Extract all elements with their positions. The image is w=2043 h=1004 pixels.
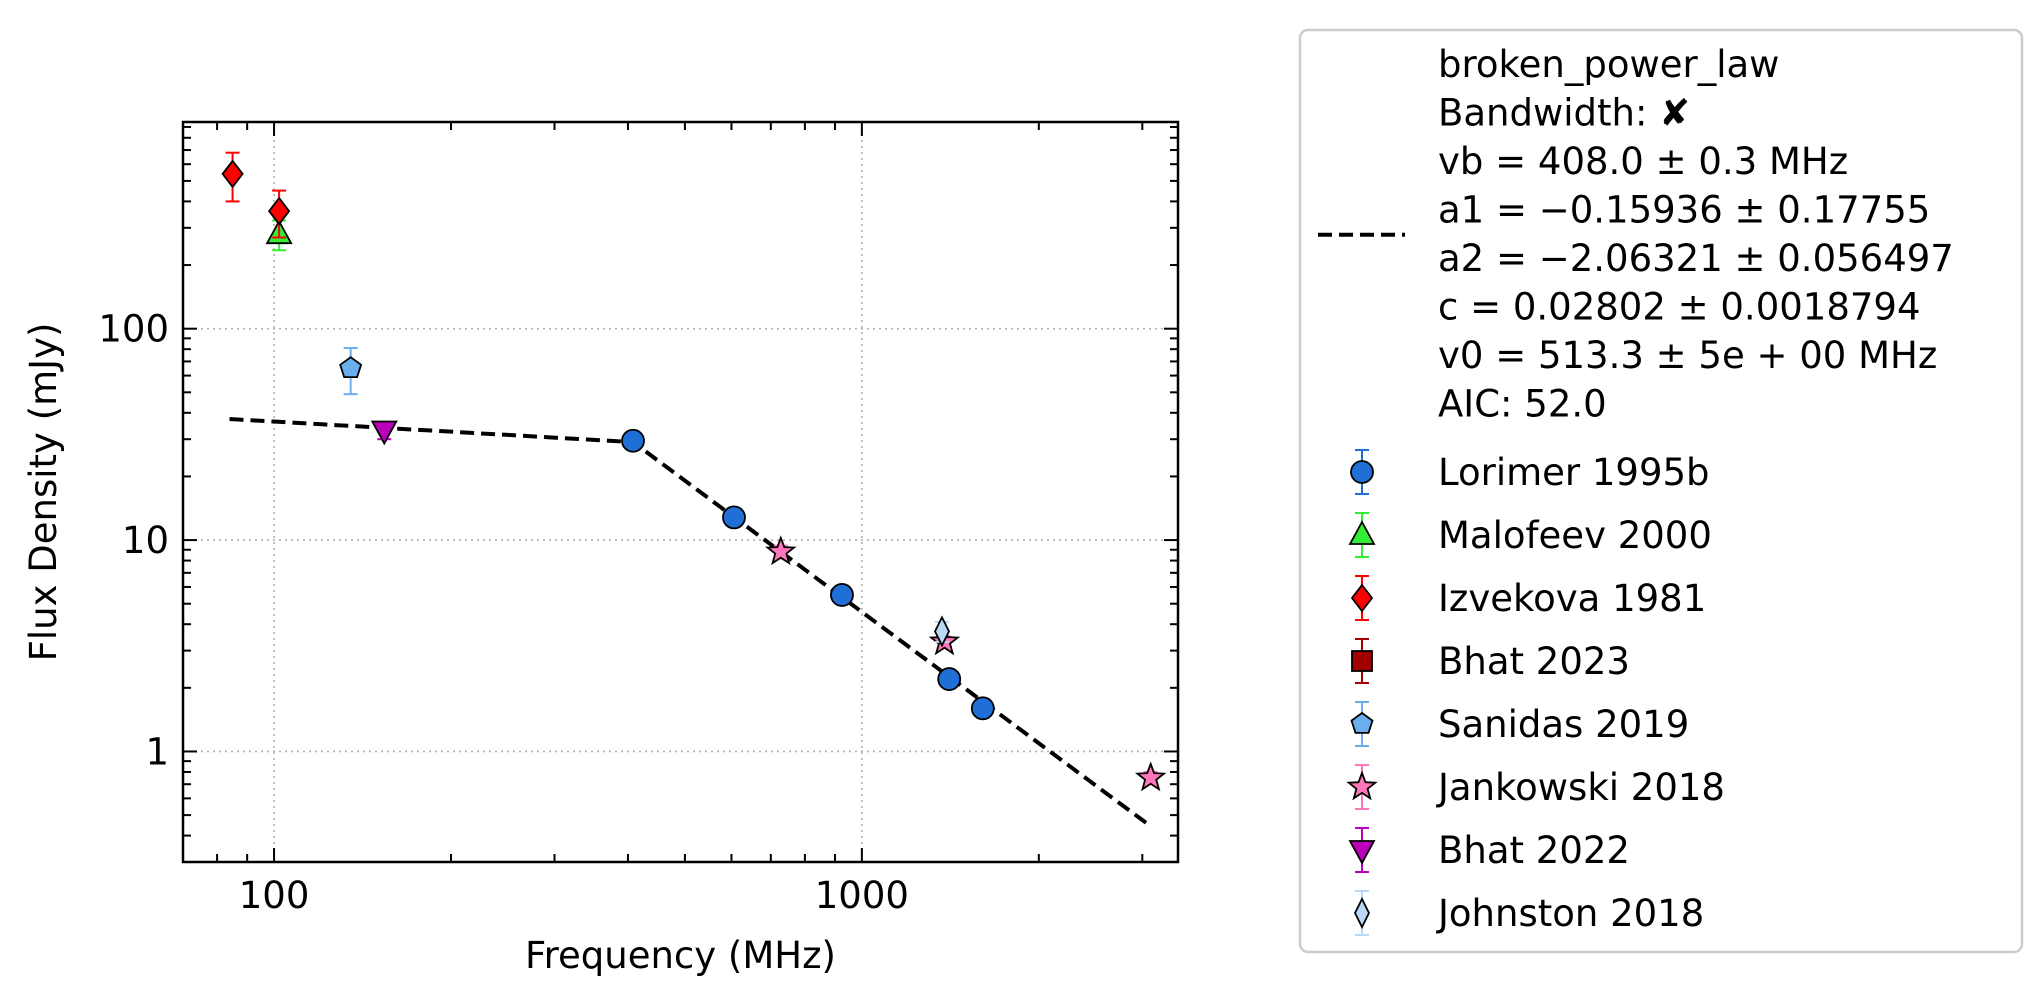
- legend-label: Bhat 2023: [1438, 640, 1630, 683]
- legend-fit-text: a1 = −0.15936 ± 0.17755: [1438, 189, 1930, 232]
- legend-label: Jankowski 2018: [1436, 766, 1725, 809]
- y-tick-label: 1: [145, 730, 169, 773]
- legend-fit-text: Bandwidth: ✘: [1438, 92, 1690, 135]
- legend-label: Lorimer 1995b: [1438, 451, 1710, 494]
- data-point: [621, 428, 645, 453]
- series-johnston-2018: [933, 615, 951, 648]
- series-sanidas-2019: [339, 347, 363, 396]
- plot-area: [221, 151, 1167, 828]
- y-tick-label: 10: [122, 519, 169, 562]
- data-point: [830, 583, 854, 607]
- legend-label: Malofeev 2000: [1438, 514, 1712, 557]
- series-lorimer-1995b: [621, 428, 995, 721]
- legend-fit-text: v0 = 513.3 ± 5e + 00 MHz: [1438, 334, 1937, 377]
- data-point: [933, 615, 951, 648]
- legend-fit-text: a2 = −2.06321 ± 0.056497: [1438, 237, 1954, 280]
- data-point: [937, 667, 962, 691]
- data-point: [765, 535, 797, 566]
- data-point: [970, 696, 995, 721]
- legend-marker: [1350, 583, 1374, 613]
- series-bhat-2022: [370, 420, 398, 446]
- legend-label: Bhat 2022: [1438, 829, 1630, 872]
- y-tick-label: 100: [98, 308, 169, 351]
- x-axis-label: Frequency (MHz): [525, 934, 836, 977]
- axis-tick-labels: 100 1000 1 10 100: [98, 308, 909, 917]
- series-izvekova-1981: [221, 151, 291, 239]
- legend-box: [1298, 28, 2024, 954]
- legend-fit-text: AIC: 52.0: [1438, 383, 1607, 426]
- data-point: [722, 505, 746, 530]
- legend-marker: [1350, 711, 1374, 734]
- legend-marker: [1353, 896, 1371, 930]
- legend-fit-text: vb = 408.0 ± 0.3 MHz: [1438, 140, 1848, 183]
- legend-marker: [1348, 840, 1376, 865]
- data-point: [267, 196, 291, 226]
- y-axis-label: Flux Density (mJy): [22, 323, 65, 662]
- legend-label: Johnston 2018: [1436, 892, 1704, 935]
- legend-marker: [1348, 520, 1376, 545]
- x-tick-label: 1000: [815, 874, 909, 917]
- data-point: [221, 159, 244, 189]
- legend-marker: [1350, 460, 1374, 484]
- axes-frame: [181, 120, 1180, 864]
- axis-ticks: [182, 122, 1178, 863]
- data-point: [1134, 761, 1167, 792]
- legend-label: Izvekova 1981: [1438, 577, 1706, 620]
- legend-fit-text: broken_power_law: [1438, 43, 1779, 86]
- data-point: [370, 420, 398, 446]
- legend-marker: [1346, 770, 1378, 801]
- legend: broken_power_law Bandwidth: ✘ vb = 408.0 ±…: [1298, 28, 2024, 954]
- legend-marker: [1351, 650, 1373, 672]
- x-tick-label: 100: [239, 874, 310, 917]
- legend-fit-text: c = 0.02802 ± 0.0018794: [1438, 286, 1920, 329]
- legend-label: Sanidas 2019: [1438, 703, 1689, 746]
- grid-lines: [183, 122, 1178, 862]
- fit-line: [229, 417, 1152, 828]
- data-point: [339, 356, 363, 379]
